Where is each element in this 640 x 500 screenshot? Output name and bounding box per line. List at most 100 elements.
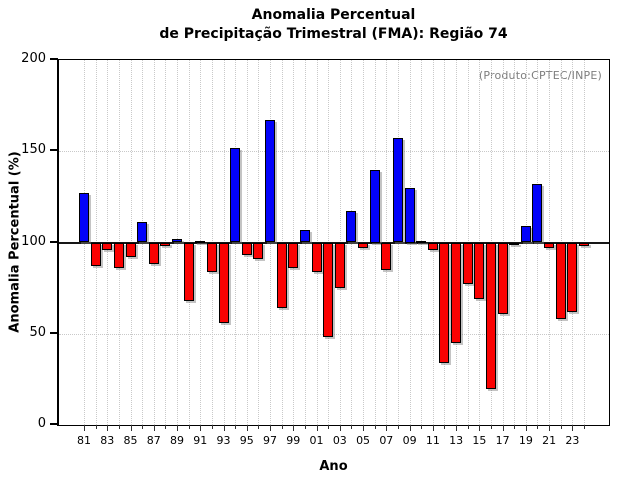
- bar-2013: [451, 242, 462, 343]
- bar-2024: [579, 242, 589, 247]
- x-tick: [572, 425, 574, 431]
- y-tick: [50, 331, 58, 334]
- x-tick: [258, 425, 260, 429]
- x-tick: [490, 425, 492, 429]
- x-tick: [118, 425, 120, 429]
- bar-1992: [206, 242, 217, 272]
- x-tick: [432, 425, 434, 431]
- x-tick: [409, 425, 411, 431]
- x-tick-label: 17: [495, 434, 510, 447]
- x-tick: [351, 425, 353, 429]
- x-tick-label: 81: [77, 434, 91, 447]
- x-tick: [444, 425, 446, 429]
- y-tick-label: 200: [21, 51, 46, 66]
- bar-1987: [148, 242, 159, 265]
- bar-2002: [323, 242, 334, 338]
- x-tick-label: 89: [170, 434, 185, 447]
- x-tick: [397, 425, 399, 429]
- bar-1984: [113, 242, 124, 269]
- x-tick: [188, 425, 190, 429]
- bar-2001: [311, 242, 322, 272]
- bar-1983: [102, 242, 113, 250]
- x-tick-label: 01: [309, 434, 324, 447]
- plot-area: (Produto:CPTEC/INPE): [57, 59, 610, 426]
- x-tick: [386, 425, 388, 431]
- x-tick-label: 21: [542, 434, 557, 447]
- x-tick-label: 93: [216, 434, 231, 447]
- bar-1990: [183, 242, 194, 301]
- source-annotation: (Produto:CPTEC/INPE): [478, 69, 602, 82]
- x-tick: [223, 425, 225, 431]
- x-tick-label: 95: [239, 434, 254, 447]
- x-tick: [153, 425, 155, 431]
- x-tick-label: 11: [425, 434, 440, 447]
- x-tick: [514, 425, 516, 429]
- x-tick: [270, 425, 272, 431]
- bar-2021: [544, 242, 555, 248]
- bar-2020: [532, 184, 543, 243]
- bar-1985: [125, 242, 136, 258]
- bar-1995: [241, 242, 252, 256]
- x-tick-label: 03: [332, 434, 347, 447]
- x-tick: [130, 425, 132, 431]
- bar-1993: [218, 242, 229, 323]
- y-tick: [50, 240, 58, 243]
- x-tick-label: 87: [146, 434, 161, 447]
- x-tick: [537, 425, 539, 429]
- bar-2014: [462, 242, 473, 285]
- x-tick-label: 15: [472, 434, 487, 447]
- x-tick: [95, 425, 97, 429]
- y-tick: [50, 423, 58, 425]
- gridline-horizontal: [59, 151, 609, 153]
- x-tick-label: 07: [379, 434, 394, 447]
- baseline-100pct: [59, 241, 609, 244]
- x-tick: [328, 425, 330, 429]
- x-tick: [165, 425, 167, 429]
- x-tick: [304, 425, 306, 429]
- bar-1998: [276, 242, 287, 309]
- x-axis-title: Ano: [319, 459, 348, 474]
- x-tick: [421, 425, 423, 429]
- x-tick: [235, 425, 237, 429]
- x-tick: [339, 425, 341, 431]
- chart-title-line1: Anomalia Percentual: [251, 7, 416, 23]
- bar-2008: [392, 138, 403, 243]
- y-tick-label: 0: [37, 416, 46, 431]
- bar-1989: [172, 238, 183, 243]
- bar-1996: [253, 242, 264, 259]
- x-tick: [281, 425, 283, 429]
- bar-1981: [79, 193, 89, 243]
- bar-1994: [230, 147, 241, 243]
- bar-2006: [369, 169, 380, 243]
- x-tick: [525, 425, 527, 431]
- x-tick: [467, 425, 469, 429]
- chart-title-line2: de Precipitação Trimestral (FMA): Região…: [159, 26, 508, 42]
- x-tick: [316, 425, 318, 431]
- bar-2009: [404, 187, 415, 243]
- bar-2010: [416, 240, 427, 243]
- x-tick: [211, 425, 213, 429]
- x-tick-label: 13: [449, 434, 464, 447]
- bar-2017: [497, 242, 508, 314]
- x-tick-label: 83: [100, 434, 115, 447]
- bar-2018: [509, 242, 520, 245]
- y-tick: [50, 149, 58, 152]
- x-tick: [200, 425, 202, 431]
- x-tick: [584, 425, 585, 429]
- x-tick: [177, 425, 179, 431]
- x-tick-label: 91: [193, 434, 208, 447]
- y-tick-label: 100: [21, 233, 46, 249]
- bar-1982: [90, 242, 101, 267]
- x-tick-label: 85: [123, 434, 138, 447]
- y-tick-label: 150: [21, 142, 46, 158]
- y-tick: [50, 58, 58, 60]
- bar-1988: [160, 242, 171, 247]
- bar-2015: [474, 242, 485, 300]
- x-tick: [502, 425, 504, 431]
- x-tick-label: 05: [356, 434, 371, 447]
- x-tick: [479, 425, 481, 431]
- x-tick-label: 09: [402, 434, 417, 447]
- bar-2012: [439, 242, 450, 363]
- bar-2000: [299, 229, 310, 243]
